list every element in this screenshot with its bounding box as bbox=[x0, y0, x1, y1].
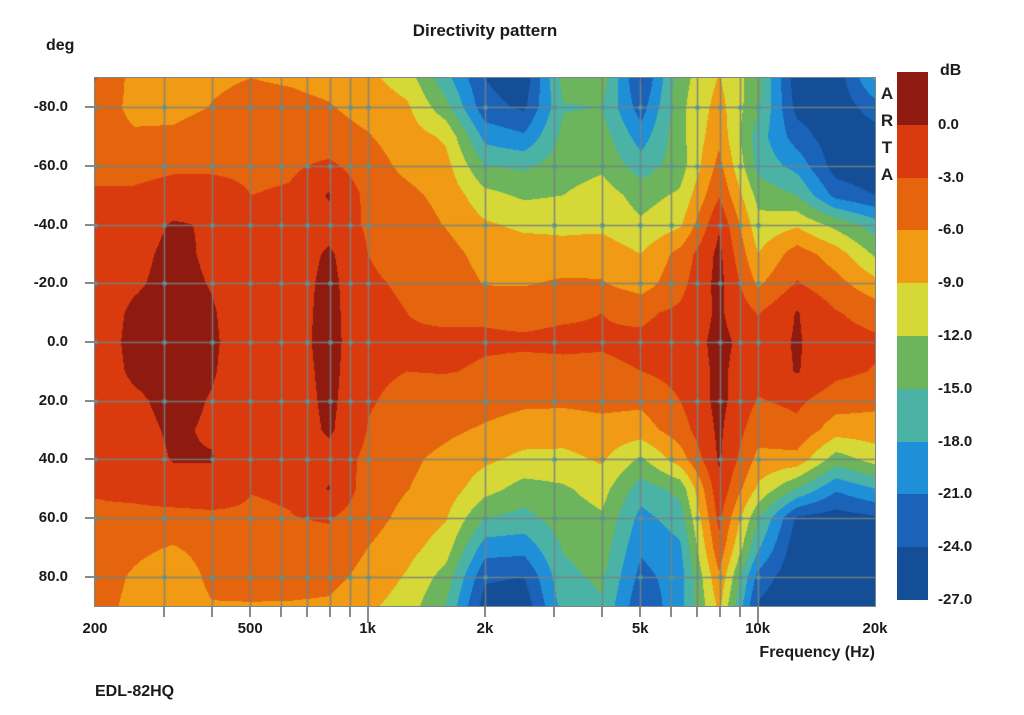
plot-area bbox=[94, 77, 876, 607]
y-axis-title: deg bbox=[46, 37, 75, 54]
arta-watermark: A R T A bbox=[880, 84, 894, 184]
x-tick-mark bbox=[739, 607, 741, 617]
y-tick-mark bbox=[85, 458, 95, 461]
x-tick-mark bbox=[719, 607, 721, 617]
x-tick-mark bbox=[601, 607, 603, 617]
y-tick-mark bbox=[85, 575, 95, 578]
colorbar-label: -27.0 bbox=[938, 591, 973, 608]
x-tick-label: 20k bbox=[862, 620, 888, 637]
y-tick-label: 20.0 bbox=[38, 391, 68, 409]
y-tick-mark bbox=[85, 223, 95, 226]
colorbar-block bbox=[897, 283, 928, 336]
x-tick-mark bbox=[349, 607, 351, 617]
directivity-contour-canvas bbox=[95, 78, 875, 606]
colorbar-label: 0.0 bbox=[938, 115, 959, 133]
colorbar-block bbox=[897, 177, 928, 231]
x-tick-mark bbox=[249, 607, 251, 617]
colorbar-block bbox=[897, 388, 928, 442]
x-tick-mark bbox=[639, 607, 641, 617]
colorbar-label: -21.0 bbox=[938, 485, 973, 503]
y-tick-label: 80.0 bbox=[38, 567, 68, 585]
colorbar-label: -9.0 bbox=[938, 274, 964, 292]
x-tick-label: 1k bbox=[359, 620, 376, 637]
x-tick-label: 500 bbox=[237, 620, 263, 637]
colorbar-title: dB bbox=[940, 62, 962, 79]
x-tick-mark bbox=[163, 607, 165, 617]
y-tick-mark bbox=[85, 165, 95, 167]
x-tick-label: 2k bbox=[476, 620, 494, 637]
colorbar-label: -18.0 bbox=[938, 432, 973, 450]
y-tick-mark bbox=[85, 341, 95, 343]
x-tick-mark bbox=[484, 607, 486, 617]
x-tick-mark bbox=[367, 607, 369, 623]
x-tick-mark bbox=[696, 607, 698, 617]
colorbar-block bbox=[897, 124, 928, 178]
colorbar-block bbox=[897, 335, 928, 389]
y-tick-label: 40.0 bbox=[38, 450, 68, 468]
y-tick-label: -40.0 bbox=[33, 215, 68, 233]
colorbar-label: -15.0 bbox=[938, 379, 973, 397]
y-tick-mark bbox=[85, 106, 95, 109]
x-tick-mark bbox=[211, 607, 213, 617]
measurement-name-label: EDL-82HQ bbox=[95, 683, 175, 700]
colorbar-label: -12.0 bbox=[938, 327, 973, 344]
x-tick-mark bbox=[757, 607, 759, 623]
x-tick-label: 200 bbox=[82, 620, 108, 637]
colorbar-block bbox=[897, 72, 928, 125]
colorbar-label: -3.0 bbox=[938, 168, 964, 186]
chart-title: Directivity pattern bbox=[412, 21, 558, 40]
colorbar bbox=[897, 72, 928, 600]
y-tick-label: 0.0 bbox=[47, 333, 68, 350]
x-tick-label: 10k bbox=[745, 620, 771, 637]
x-tick-mark bbox=[670, 607, 672, 617]
x-tick-label: 5k bbox=[631, 620, 649, 637]
y-tick-mark bbox=[85, 282, 95, 285]
y-tick-label: 60.0 bbox=[38, 509, 68, 526]
colorbar-label: -24.0 bbox=[938, 538, 973, 556]
x-axis-title: Frequency (Hz) bbox=[759, 644, 875, 661]
y-tick-label: -60.0 bbox=[33, 157, 68, 174]
colorbar-block bbox=[897, 547, 928, 600]
colorbar-block bbox=[897, 230, 928, 284]
x-tick-mark bbox=[280, 607, 282, 617]
colorbar-block bbox=[897, 494, 928, 548]
x-tick-mark bbox=[553, 607, 555, 617]
y-tick-mark bbox=[85, 399, 95, 402]
y-tick-label: -80.0 bbox=[33, 98, 68, 116]
x-tick-mark bbox=[329, 607, 331, 617]
colorbar-block bbox=[897, 441, 928, 495]
x-tick-mark bbox=[306, 607, 308, 617]
colorbar-label: -6.0 bbox=[938, 221, 964, 239]
y-tick-mark bbox=[85, 517, 95, 519]
y-tick-label: -20.0 bbox=[33, 274, 68, 292]
